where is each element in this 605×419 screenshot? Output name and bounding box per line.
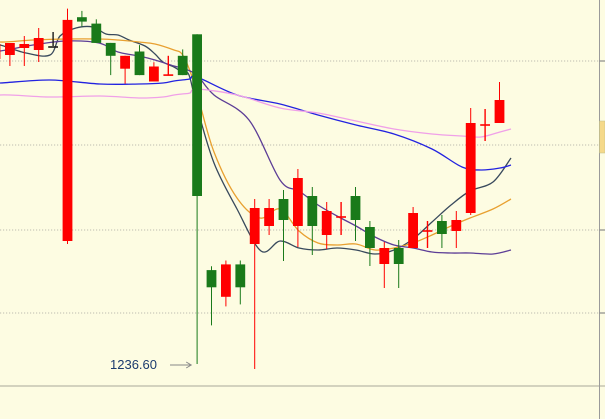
svg-text:1236.60: 1236.60 bbox=[110, 357, 157, 372]
